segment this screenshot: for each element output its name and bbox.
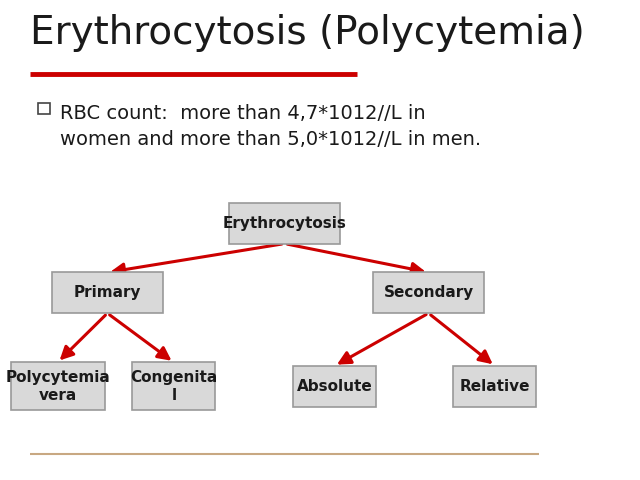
Text: Congenita
l: Congenita l [130,370,218,403]
FancyBboxPatch shape [10,362,104,410]
FancyBboxPatch shape [229,203,340,243]
FancyBboxPatch shape [293,366,376,407]
Text: Secondary: Secondary [383,285,474,300]
Text: RBC count:  more than 4,7*1012//L in
women and more than 5,0*1012//L in men.: RBC count: more than 4,7*1012//L in wome… [60,104,481,149]
Text: Erythrocytosis: Erythrocytosis [223,216,346,231]
Text: Primary: Primary [74,285,141,300]
FancyBboxPatch shape [52,272,163,313]
Text: Absolute: Absolute [296,379,372,394]
Text: Relative: Relative [460,379,530,394]
FancyBboxPatch shape [373,272,484,313]
FancyBboxPatch shape [454,366,536,407]
Text: Polycytemia
vera: Polycytemia vera [5,370,110,403]
Bar [38,103,51,114]
FancyBboxPatch shape [132,362,216,410]
Text: Erythrocytosis (Polycytemia): Erythrocytosis (Polycytemia) [30,14,584,52]
